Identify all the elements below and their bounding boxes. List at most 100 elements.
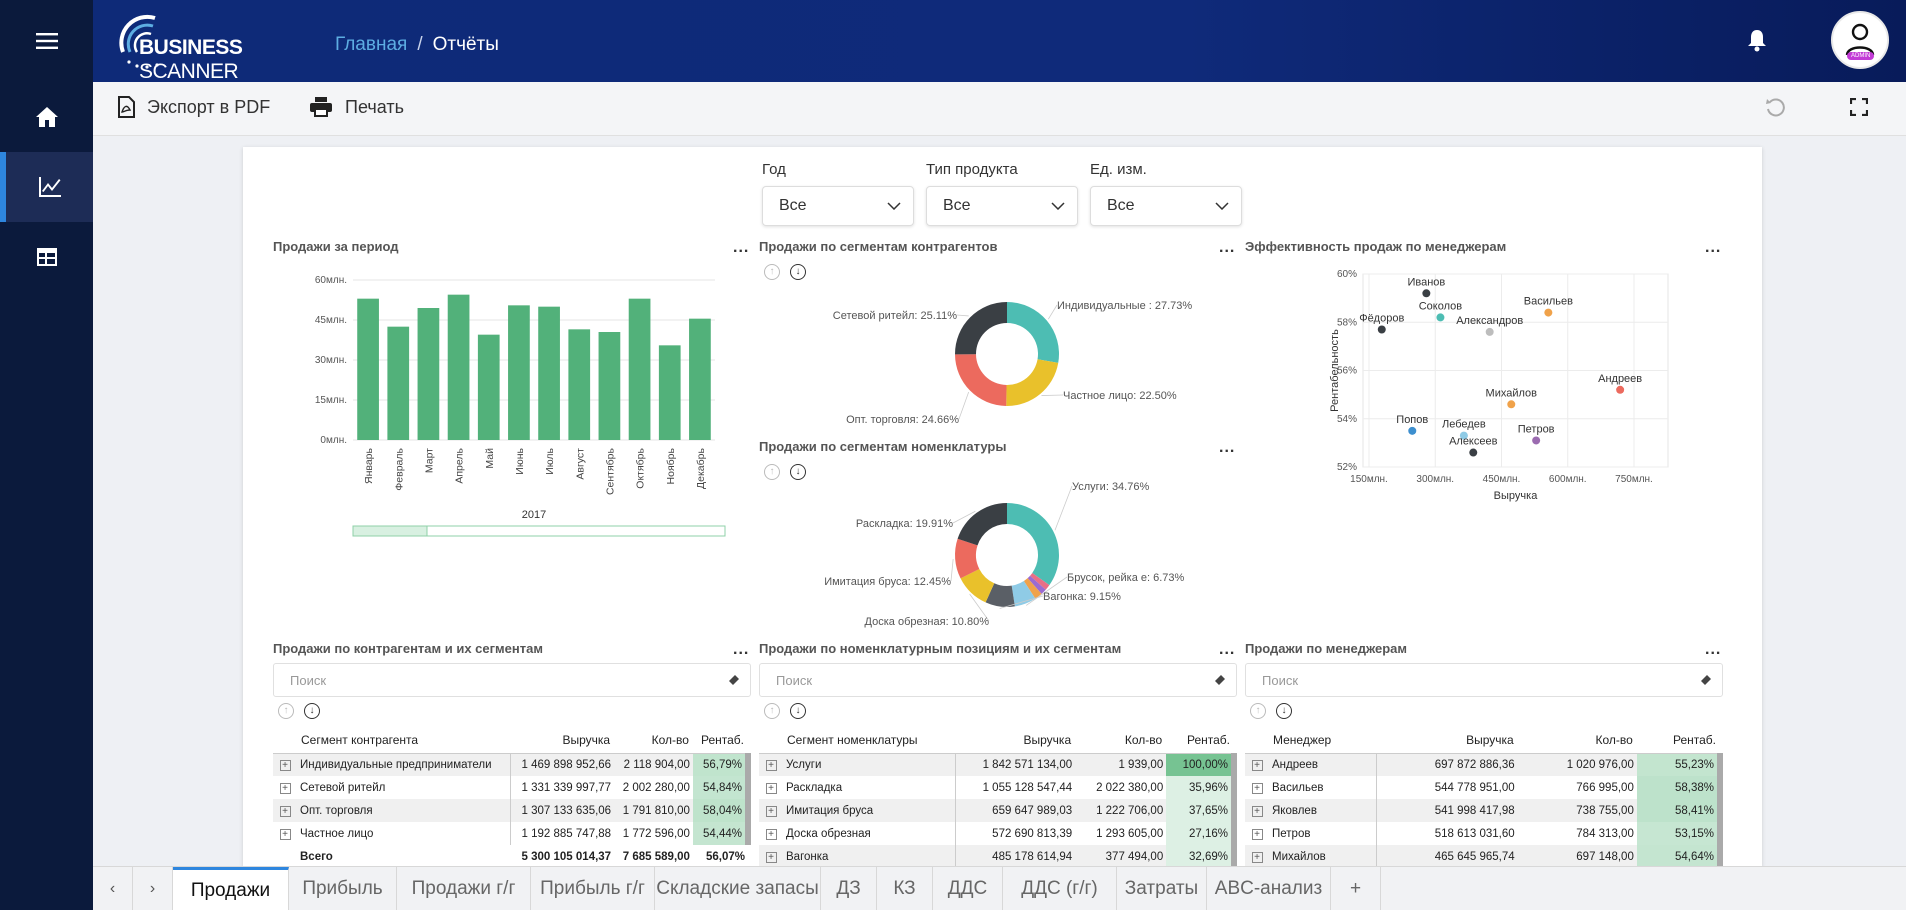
drill-down-icon[interactable]: ↓ [304,703,320,719]
column-header[interactable]: Кол-во [614,727,693,754]
table-row[interactable]: + Имитация бруса 659 647 989,03 1 222 706,0… [759,799,1237,822]
table-row[interactable]: + Частное лицо 1 192 885 747,88 1 772 596,0… [273,822,752,845]
bar[interactable] [477,334,500,440]
drill-up-icon[interactable]: ↑ [278,703,294,719]
expand-plus-icon[interactable]: + [1251,828,1263,840]
range-slider-handle[interactable] [352,525,428,537]
business-scanner-logo[interactable]: BUSINESS SCANNER [115,12,295,83]
table-row[interactable]: + Петров 518 613 031,60 784 313,00 53,15% [1245,822,1724,845]
column-header[interactable]: Менеджер [1269,727,1377,754]
scatter-point[interactable] [1408,426,1417,435]
print-button[interactable]: Печать [309,96,404,118]
drill-down-icon[interactable]: ↓ [790,464,806,480]
table-row[interactable]: + Сетевой ритейл 1 331 339 997,77 2 002 280… [273,776,752,799]
eraser-icon[interactable] [728,674,740,686]
scatter-point[interactable] [1544,308,1553,317]
table-row[interactable]: + Вагонка 485 178 614,94 377 494,00 32,69% [759,845,1237,867]
table-row[interactable]: + Доска обрезная 572 690 813,39 1 293 605,0… [759,822,1237,845]
table-row[interactable]: + Опт. торговля 1 307 133 635,06 1 791 810,… [273,799,752,822]
pie-slice[interactable] [955,538,980,579]
column-header[interactable]: Кол-во [1075,727,1167,754]
tab-prev-button[interactable]: ‹ [93,867,133,910]
drill-up-icon[interactable]: ↑ [764,464,780,480]
column-header[interactable]: Выручка [955,727,1076,754]
pie-slice[interactable] [985,583,1015,607]
tab-sheet[interactable]: ДДС (г/г) [1003,867,1117,910]
filter-product-type-select[interactable]: Все [926,186,1078,226]
expand-plus-icon[interactable]: + [279,759,291,771]
breadcrumb-home-link[interactable]: Главная [335,34,408,55]
tab-sheet[interactable]: Затраты [1117,867,1207,910]
table-row[interactable]: + Андреев 697 872 886,36 1 020 976,00 55,23% [1245,753,1724,776]
panel-menu-dots[interactable]: ... [733,641,750,658]
drill-down-icon[interactable]: ↓ [790,264,806,280]
sidebar-item-tables[interactable] [0,222,93,292]
scatter-point[interactable] [1436,313,1445,322]
panel-menu-dots[interactable]: ... [1219,641,1236,658]
expand-plus-icon[interactable]: + [765,782,777,794]
bar[interactable] [387,326,410,440]
bar[interactable] [658,345,681,440]
panel-menu-dots[interactable]: ... [1705,641,1722,658]
table-row[interactable]: + Индивидуальные предприниматели 1 469 898… [273,753,752,776]
drill-up-icon[interactable]: ↑ [764,703,780,719]
column-header[interactable]: Рентаб. [1166,727,1234,754]
scatter-point[interactable] [1459,431,1468,440]
hamburger-menu-icon[interactable] [0,0,93,82]
eraser-icon[interactable] [1700,674,1712,686]
tab-sheet[interactable]: Складские запасы [655,867,821,910]
expand-plus-icon[interactable]: + [279,805,291,817]
panel-menu-dots[interactable]: ... [1705,239,1722,256]
drill-down-icon[interactable]: ↓ [790,703,806,719]
expand-plus-icon[interactable]: + [765,759,777,771]
column-header[interactable]: Сегмент номенклатуры [783,727,956,754]
pie-slice[interactable] [957,503,1007,546]
export-pdf-button[interactable]: Экспорт в PDF [117,96,270,118]
user-avatar[interactable]: ADMIN [1831,11,1889,69]
scatter-point[interactable] [1616,385,1625,394]
pie-slice[interactable] [1023,578,1042,599]
notifications-bell-icon[interactable] [1746,28,1768,57]
expand-plus-icon[interactable]: + [1251,759,1263,771]
expand-plus-icon[interactable]: + [1251,782,1263,794]
expand-plus-icon[interactable]: + [1251,851,1263,863]
panel-menu-dots[interactable]: ... [1219,439,1236,456]
drill-up-icon[interactable]: ↑ [1250,703,1266,719]
table-row[interactable]: + Яковлев 541 998 417,98 738 755,00 58,41% [1245,799,1724,822]
column-header[interactable]: Кол-во [1517,727,1637,754]
expand-plus-icon[interactable]: + [279,782,291,794]
tab-sheet[interactable]: КЗ [877,867,933,910]
tab-sheet[interactable]: ДДС [933,867,1003,910]
tab-sheet[interactable]: Прибыль г/г [531,867,655,910]
bar[interactable] [357,298,379,440]
scatter-point[interactable] [1507,400,1516,409]
table-row[interactable]: + Услуги 1 842 571 134,00 1 939,00 100,00% [759,753,1237,776]
scatter-point[interactable] [1377,325,1386,334]
bar[interactable] [568,329,591,440]
filter-year-select[interactable]: Все [762,186,914,226]
expand-plus-icon[interactable]: + [765,805,777,817]
tab-sheet[interactable]: ABC-анализ [1207,867,1331,910]
pie-slice[interactable] [1007,302,1059,363]
bar[interactable] [508,305,530,440]
search-input-nomenclature[interactable]: Поиск [759,663,1237,697]
pie-slice[interactable] [1027,575,1046,594]
search-input-counterparties[interactable]: Поиск [273,663,751,697]
column-header[interactable]: Рентаб. [1636,727,1720,754]
filter-unit-select[interactable]: Все [1090,186,1242,226]
bar[interactable] [628,298,651,440]
refresh-icon[interactable] [1765,98,1785,123]
column-header[interactable]: Выручка [1376,727,1518,754]
table-row[interactable]: + Раскладка 1 055 128 547,44 2 022 380,00 35… [759,776,1237,799]
pie-slice[interactable] [960,568,995,603]
drill-down-icon[interactable]: ↓ [1276,703,1292,719]
pie-slice[interactable] [955,354,1007,406]
expand-plus-icon[interactable]: + [279,828,291,840]
panel-menu-dots[interactable]: ... [733,239,750,256]
tab-sheet[interactable]: Продажи [173,867,289,910]
column-header[interactable]: Рентаб. [692,727,748,754]
table-row[interactable]: + Васильев 544 778 951,00 766 995,00 58,38% [1245,776,1724,799]
scatter-point[interactable] [1422,289,1431,298]
bar[interactable] [689,318,711,440]
tab-sheet[interactable]: ДЗ [821,867,877,910]
